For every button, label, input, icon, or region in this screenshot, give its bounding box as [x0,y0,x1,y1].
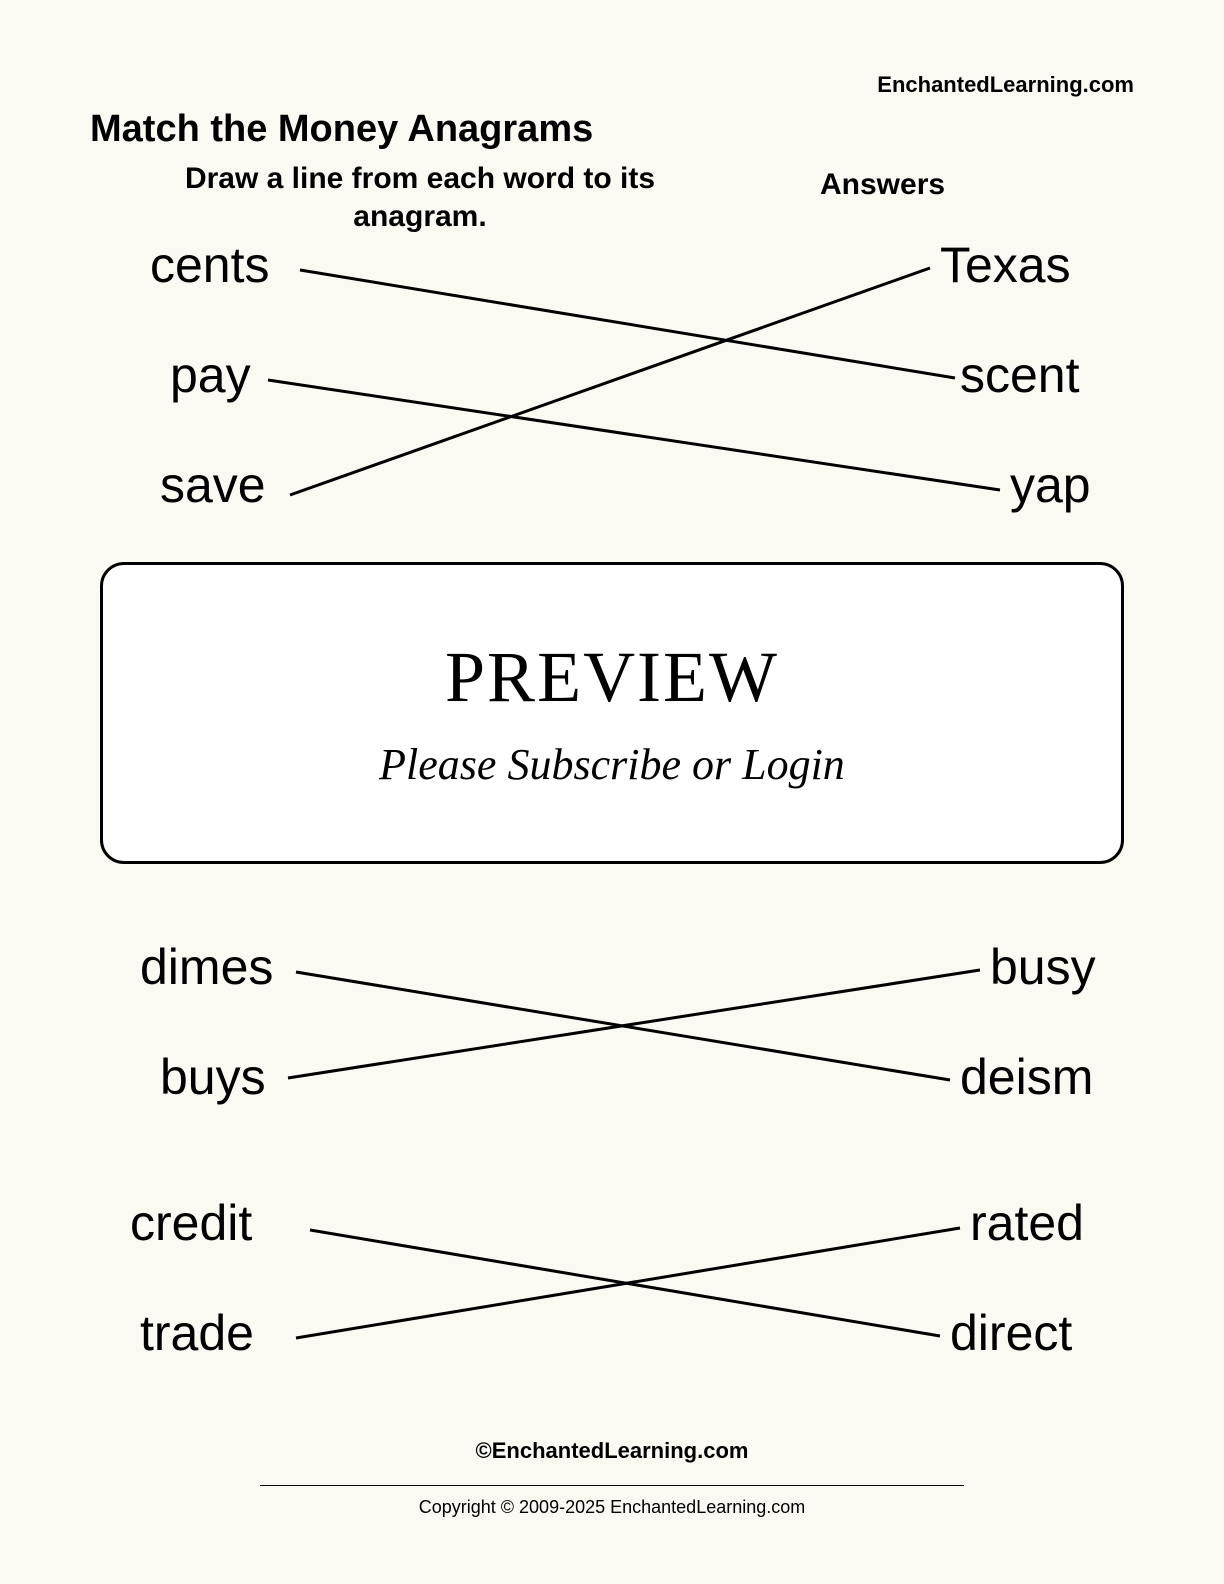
answers-heading: Answers [820,168,945,202]
right-word: direct [950,1304,1072,1362]
left-word: pay [170,346,251,404]
instruction-text: Draw a line from each word to its anagra… [160,160,680,235]
left-word: dimes [140,938,273,996]
right-word: deism [960,1048,1093,1106]
left-word: save [160,456,266,514]
worksheet-page: EnchantedLearning.com Match the Money An… [0,0,1224,1584]
right-word: yap [1010,456,1091,514]
preview-title: PREVIEW [445,636,779,719]
footer-copyright: Copyright © 2009-2025 EnchantedLearning.… [0,1497,1224,1518]
preview-overlay: PREVIEW Please Subscribe or Login [100,562,1124,864]
left-word: cents [150,236,270,294]
right-word: Texas [940,236,1071,294]
footer-brand: ©EnchantedLearning.com [0,1438,1224,1464]
preview-subtitle: Please Subscribe or Login [379,739,845,790]
right-word: busy [990,938,1096,996]
site-name: EnchantedLearning.com [877,72,1134,98]
right-word: rated [970,1194,1084,1252]
right-word: scent [960,346,1080,404]
left-word: buys [160,1048,266,1106]
left-word: trade [140,1304,254,1362]
left-word: credit [130,1194,252,1252]
footer-divider [260,1485,964,1486]
page-title: Match the Money Anagrams [90,108,593,151]
